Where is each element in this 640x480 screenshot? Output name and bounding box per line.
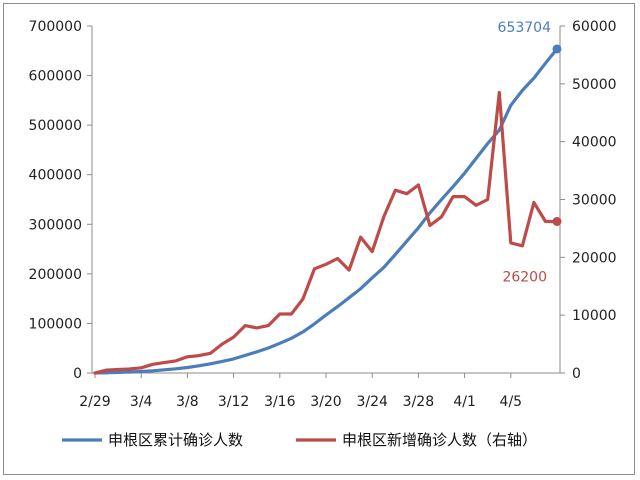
y-left-tick-label: 400000 bbox=[29, 168, 82, 184]
chart-legend: 申根区累计确诊人数 申根区新增确诊人数（右轴） bbox=[62, 431, 537, 449]
y-left-tick-label: 700000 bbox=[29, 19, 82, 35]
y-right-tick-label: 20000 bbox=[572, 250, 617, 266]
y-left-tick-label: 100000 bbox=[29, 316, 82, 332]
x-tick-label: 3/4 bbox=[130, 394, 153, 410]
x-tick-label: 4/5 bbox=[500, 394, 523, 410]
new-cases-end-marker bbox=[552, 216, 562, 226]
y-right-tick-label: 10000 bbox=[572, 308, 617, 324]
cumulative-end-label: 653704 bbox=[498, 20, 552, 36]
y-left-tick-label: 600000 bbox=[29, 69, 82, 85]
x-tick-label: 2/29 bbox=[79, 394, 110, 410]
y-left-tick-label: 200000 bbox=[29, 267, 82, 283]
y-right-tick-label: 60000 bbox=[572, 19, 617, 35]
x-tick-label: 3/20 bbox=[310, 394, 341, 410]
chart-tick-labels: 0100000200000300000400000500000600000700… bbox=[29, 19, 617, 410]
cumulative-end-marker bbox=[552, 44, 562, 54]
x-tick-label: 4/1 bbox=[453, 394, 476, 410]
chart-series-layer bbox=[93, 44, 562, 375]
legend-label-cumulative: 申根区累计确诊人数 bbox=[108, 431, 243, 449]
chart-end-labels: 653704 26200 bbox=[498, 20, 552, 286]
x-tick-label: 3/16 bbox=[264, 394, 296, 410]
x-tick-label: 3/28 bbox=[403, 394, 434, 410]
y-right-tick-label: 0 bbox=[572, 366, 581, 382]
y-left-tick-label: 300000 bbox=[29, 217, 82, 233]
y-left-tick-label: 0 bbox=[73, 366, 82, 382]
x-tick-label: 3/24 bbox=[356, 394, 388, 410]
new-cases-end-label: 26200 bbox=[502, 269, 547, 285]
new-cases-line bbox=[93, 90, 559, 375]
chart-axes bbox=[91, 26, 561, 374]
y-right-tick-label: 40000 bbox=[572, 135, 617, 151]
legend-label-new: 申根区新增确诊人数（右轴） bbox=[342, 431, 537, 449]
x-tick-label: 3/8 bbox=[176, 394, 199, 410]
cumulative-cases-line bbox=[93, 47, 559, 375]
y-right-tick-label: 30000 bbox=[572, 193, 617, 209]
y-right-tick-label: 50000 bbox=[572, 77, 617, 93]
y-left-tick-label: 500000 bbox=[29, 118, 82, 134]
x-tick-label: 3/12 bbox=[218, 394, 249, 410]
